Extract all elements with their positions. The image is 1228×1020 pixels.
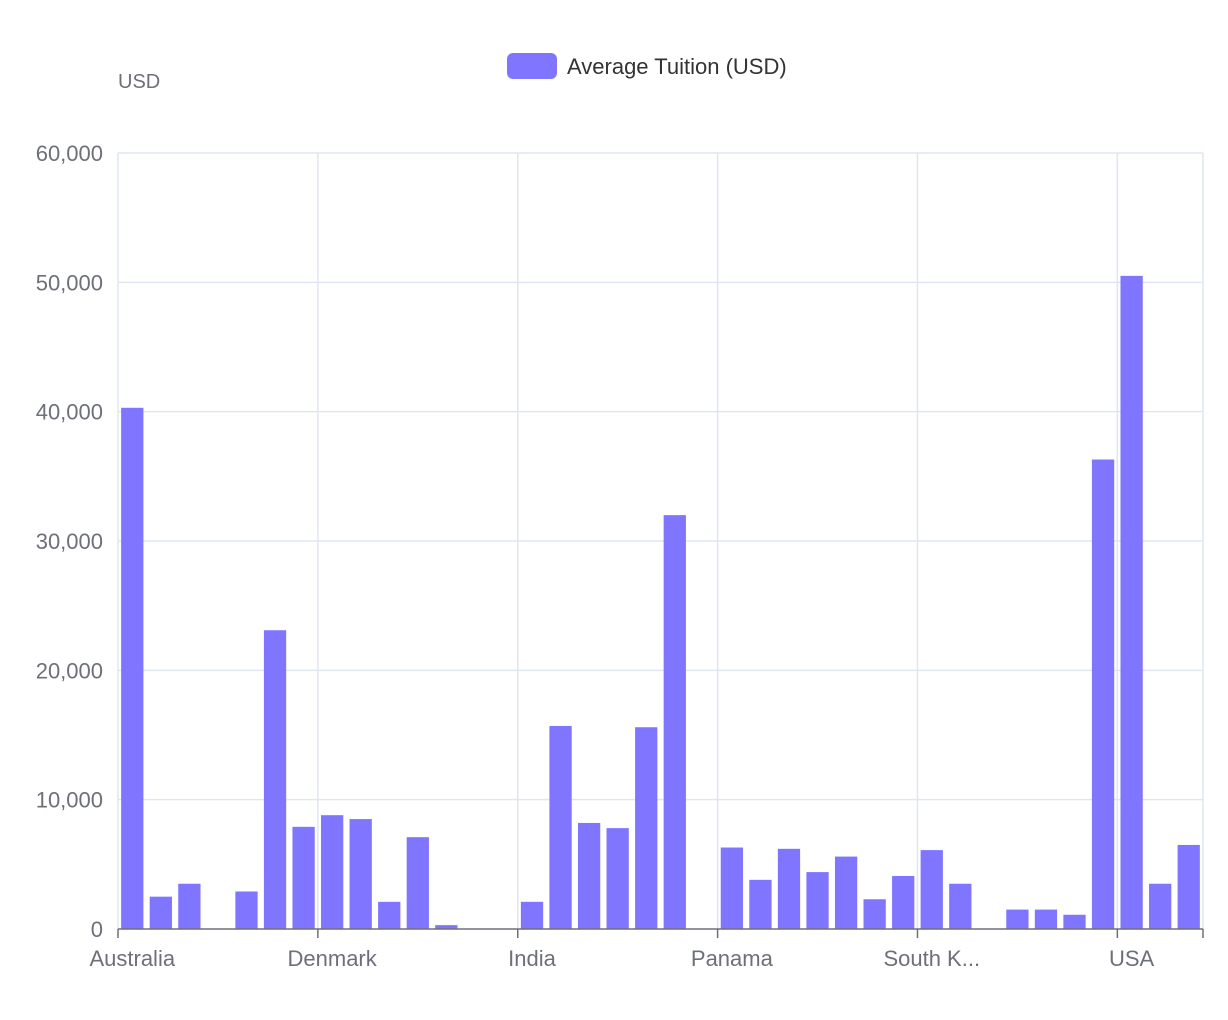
x-axis-ticks: Australia Denmark India Panama South K... USA (89, 946, 1154, 971)
bar[interactable] (149, 896, 172, 929)
bar[interactable] (1177, 844, 1200, 929)
bar[interactable] (349, 819, 372, 929)
bar[interactable] (1091, 459, 1115, 929)
y-axis-ticks: 0 10,000 20,000 30,000 40,000 50,000 60,000 (36, 141, 103, 942)
bar[interactable] (321, 815, 344, 929)
bar[interactable] (834, 856, 858, 929)
bar[interactable] (949, 883, 972, 929)
bar[interactable] (1006, 909, 1029, 929)
bar[interactable] (1034, 909, 1058, 929)
grid-lines (117, 152, 1204, 929)
bar[interactable] (777, 848, 801, 929)
bar[interactable] (920, 850, 943, 929)
bar[interactable] (406, 837, 429, 929)
bar[interactable] (577, 822, 601, 929)
x-tick-label: USA (1109, 946, 1155, 971)
legend-swatch (507, 53, 557, 79)
bar[interactable] (1063, 914, 1086, 929)
y-tick-label: 30,000 (36, 529, 103, 554)
bar[interactable] (121, 407, 144, 930)
bar[interactable] (378, 901, 401, 929)
y-tick-label: 0 (91, 917, 103, 942)
x-tick-label: India (508, 946, 556, 971)
bar[interactable] (178, 883, 201, 929)
bar[interactable] (806, 872, 829, 929)
legend-label: Average Tuition (USD) (567, 54, 787, 79)
x-tick-label: Denmark (288, 946, 378, 971)
bars (121, 275, 1200, 930)
y-tick-label: 40,000 (36, 400, 103, 425)
bar[interactable] (720, 847, 744, 929)
bar[interactable] (663, 515, 686, 929)
axes (117, 928, 1204, 938)
bar[interactable] (235, 891, 258, 929)
bar[interactable] (435, 925, 458, 929)
legend[interactable]: Average Tuition (USD) (507, 53, 787, 79)
x-tick-label: Panama (691, 946, 774, 971)
bar[interactable] (1120, 275, 1143, 929)
bar[interactable] (892, 875, 915, 929)
y-axis-unit-label: USD (118, 71, 160, 93)
bar[interactable] (749, 879, 772, 929)
y-tick-label: 60,000 (36, 141, 103, 166)
bar[interactable] (263, 630, 287, 929)
bar[interactable] (635, 727, 658, 929)
bar[interactable] (863, 899, 886, 929)
bar[interactable] (292, 826, 315, 929)
bar[interactable] (1149, 883, 1172, 929)
y-tick-label: 20,000 (36, 658, 103, 683)
y-tick-label: 50,000 (36, 270, 103, 295)
x-tick-label: Australia (89, 946, 175, 971)
bar[interactable] (520, 901, 544, 929)
bar[interactable] (549, 725, 572, 929)
x-tick-label: South K... (883, 946, 980, 971)
y-tick-label: 10,000 (36, 788, 103, 813)
bar[interactable] (606, 828, 629, 929)
